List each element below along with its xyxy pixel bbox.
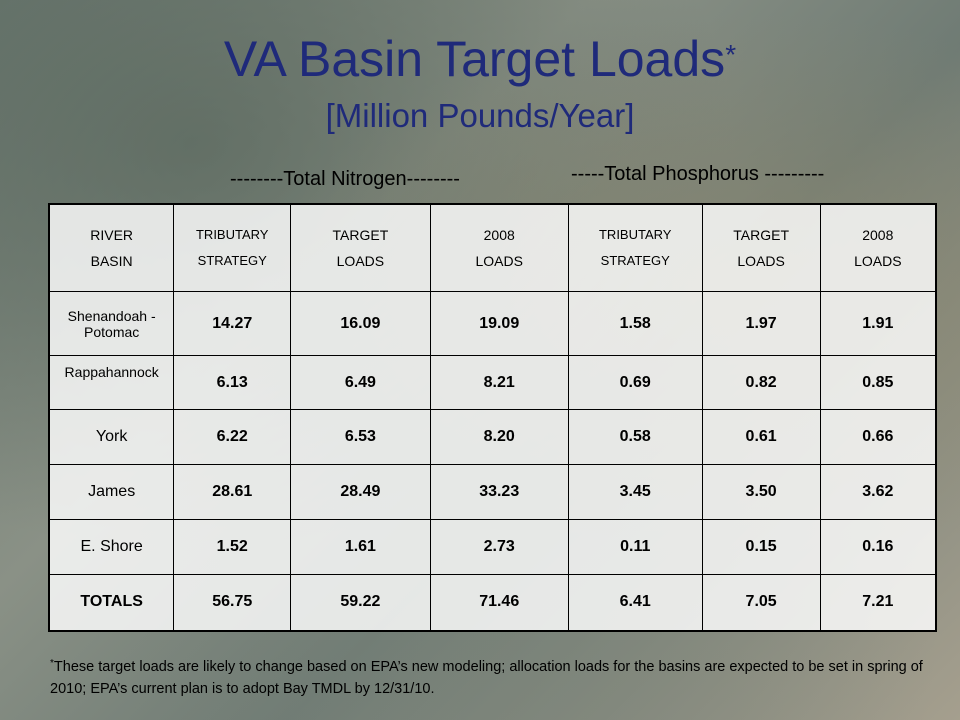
value-cell: 1.58 bbox=[567, 291, 703, 356]
value-cell: 6.13 bbox=[173, 355, 292, 410]
basin-cell: TOTALS bbox=[48, 574, 175, 631]
value-cell: 8.20 bbox=[429, 409, 569, 465]
header-river-basin: RIVER BASIN bbox=[48, 203, 175, 292]
header-p-tributary-strategy: TRIBUTARY STRATEGY bbox=[567, 203, 703, 292]
table-row: James 28.61 28.49 33.23 3.45 3.50 3.62 bbox=[48, 464, 937, 520]
target-loads-table: RIVER BASIN TRIBUTARY STRATEGY TARGET LOADS… bbox=[48, 203, 937, 632]
value-cell: 71.46 bbox=[429, 574, 569, 631]
table-header-row: RIVER BASIN TRIBUTARY STRATEGY TARGET LOADS… bbox=[48, 203, 937, 292]
value-cell: 28.49 bbox=[290, 464, 431, 520]
value-cell: 16.09 bbox=[290, 291, 431, 356]
basin-cell: E. Shore bbox=[48, 519, 175, 575]
value-cell: 3.45 bbox=[567, 464, 703, 520]
value-cell: 19.09 bbox=[429, 291, 569, 356]
basin-cell: Rappahannock bbox=[48, 355, 175, 410]
value-cell: 7.21 bbox=[819, 574, 937, 631]
value-cell: 0.82 bbox=[701, 355, 821, 410]
footnote-text: These target loads are likely to change … bbox=[50, 659, 923, 697]
table-row: E. Shore 1.52 1.61 2.73 0.11 0.15 0.16 bbox=[48, 519, 937, 575]
value-cell: 0.69 bbox=[567, 355, 703, 410]
slide-title-text: VA Basin Target Loads bbox=[223, 31, 726, 87]
value-cell: 28.61 bbox=[173, 464, 292, 520]
value-cell: 6.53 bbox=[290, 409, 431, 465]
header-n-tributary-strategy: TRIBUTARY STRATEGY bbox=[173, 203, 292, 292]
basin-cell: James bbox=[48, 464, 175, 520]
value-cell: 6.49 bbox=[290, 355, 431, 410]
value-cell: 0.16 bbox=[819, 519, 937, 575]
footnote-asterisk: * bbox=[50, 658, 54, 669]
value-cell: 2.73 bbox=[429, 519, 569, 575]
value-cell: 0.15 bbox=[701, 519, 821, 575]
totals-row: TOTALS 56.75 59.22 71.46 6.41 7.05 7.21 bbox=[48, 574, 937, 631]
value-cell: 0.85 bbox=[819, 355, 937, 410]
header-p-target-loads: TARGET LOADS bbox=[701, 203, 821, 292]
value-cell: 1.52 bbox=[173, 519, 292, 575]
value-cell: 6.22 bbox=[173, 409, 292, 465]
slide-title: VA Basin Target Loads* bbox=[0, 30, 960, 88]
value-cell: 56.75 bbox=[173, 574, 292, 631]
value-cell: 3.50 bbox=[701, 464, 821, 520]
value-cell: 3.62 bbox=[819, 464, 937, 520]
table-row: Rappahannock 6.13 6.49 8.21 0.69 0.82 0.… bbox=[48, 355, 937, 410]
nitrogen-group-label: --------Total Nitrogen-------- bbox=[230, 168, 460, 190]
value-cell: 1.97 bbox=[701, 291, 821, 356]
value-cell: 7.05 bbox=[701, 574, 821, 631]
basin-cell: York bbox=[48, 409, 175, 465]
value-cell: 6.41 bbox=[567, 574, 703, 631]
value-cell: 14.27 bbox=[173, 291, 292, 356]
value-cell: 0.61 bbox=[701, 409, 821, 465]
value-cell: 59.22 bbox=[290, 574, 431, 631]
value-cell: 1.91 bbox=[819, 291, 937, 356]
slide-subtitle: [Million Pounds/Year] bbox=[325, 97, 635, 134]
header-n-2008-loads: 2008 LOADS bbox=[429, 203, 569, 292]
phosphorus-group-label: -----Total Phosphorus --------- bbox=[571, 163, 825, 185]
value-cell: 1.61 bbox=[290, 519, 431, 575]
title-asterisk: * bbox=[725, 39, 737, 70]
value-cell: 0.11 bbox=[567, 519, 703, 575]
footnote: *These target loads are likely to change… bbox=[50, 656, 930, 700]
value-cell: 0.58 bbox=[567, 409, 703, 465]
value-cell: 8.21 bbox=[429, 355, 569, 410]
value-cell: 33.23 bbox=[429, 464, 569, 520]
basin-cell: Shenandoah - Potomac bbox=[48, 291, 175, 356]
header-n-target-loads: TARGET LOADS bbox=[290, 203, 431, 292]
table-row: Shenandoah - Potomac 14.27 16.09 19.09 1… bbox=[48, 291, 937, 356]
value-cell: 0.66 bbox=[819, 409, 937, 465]
table-row: York 6.22 6.53 8.20 0.58 0.61 0.66 bbox=[48, 409, 937, 465]
header-p-2008-loads: 2008 LOADS bbox=[819, 203, 937, 292]
